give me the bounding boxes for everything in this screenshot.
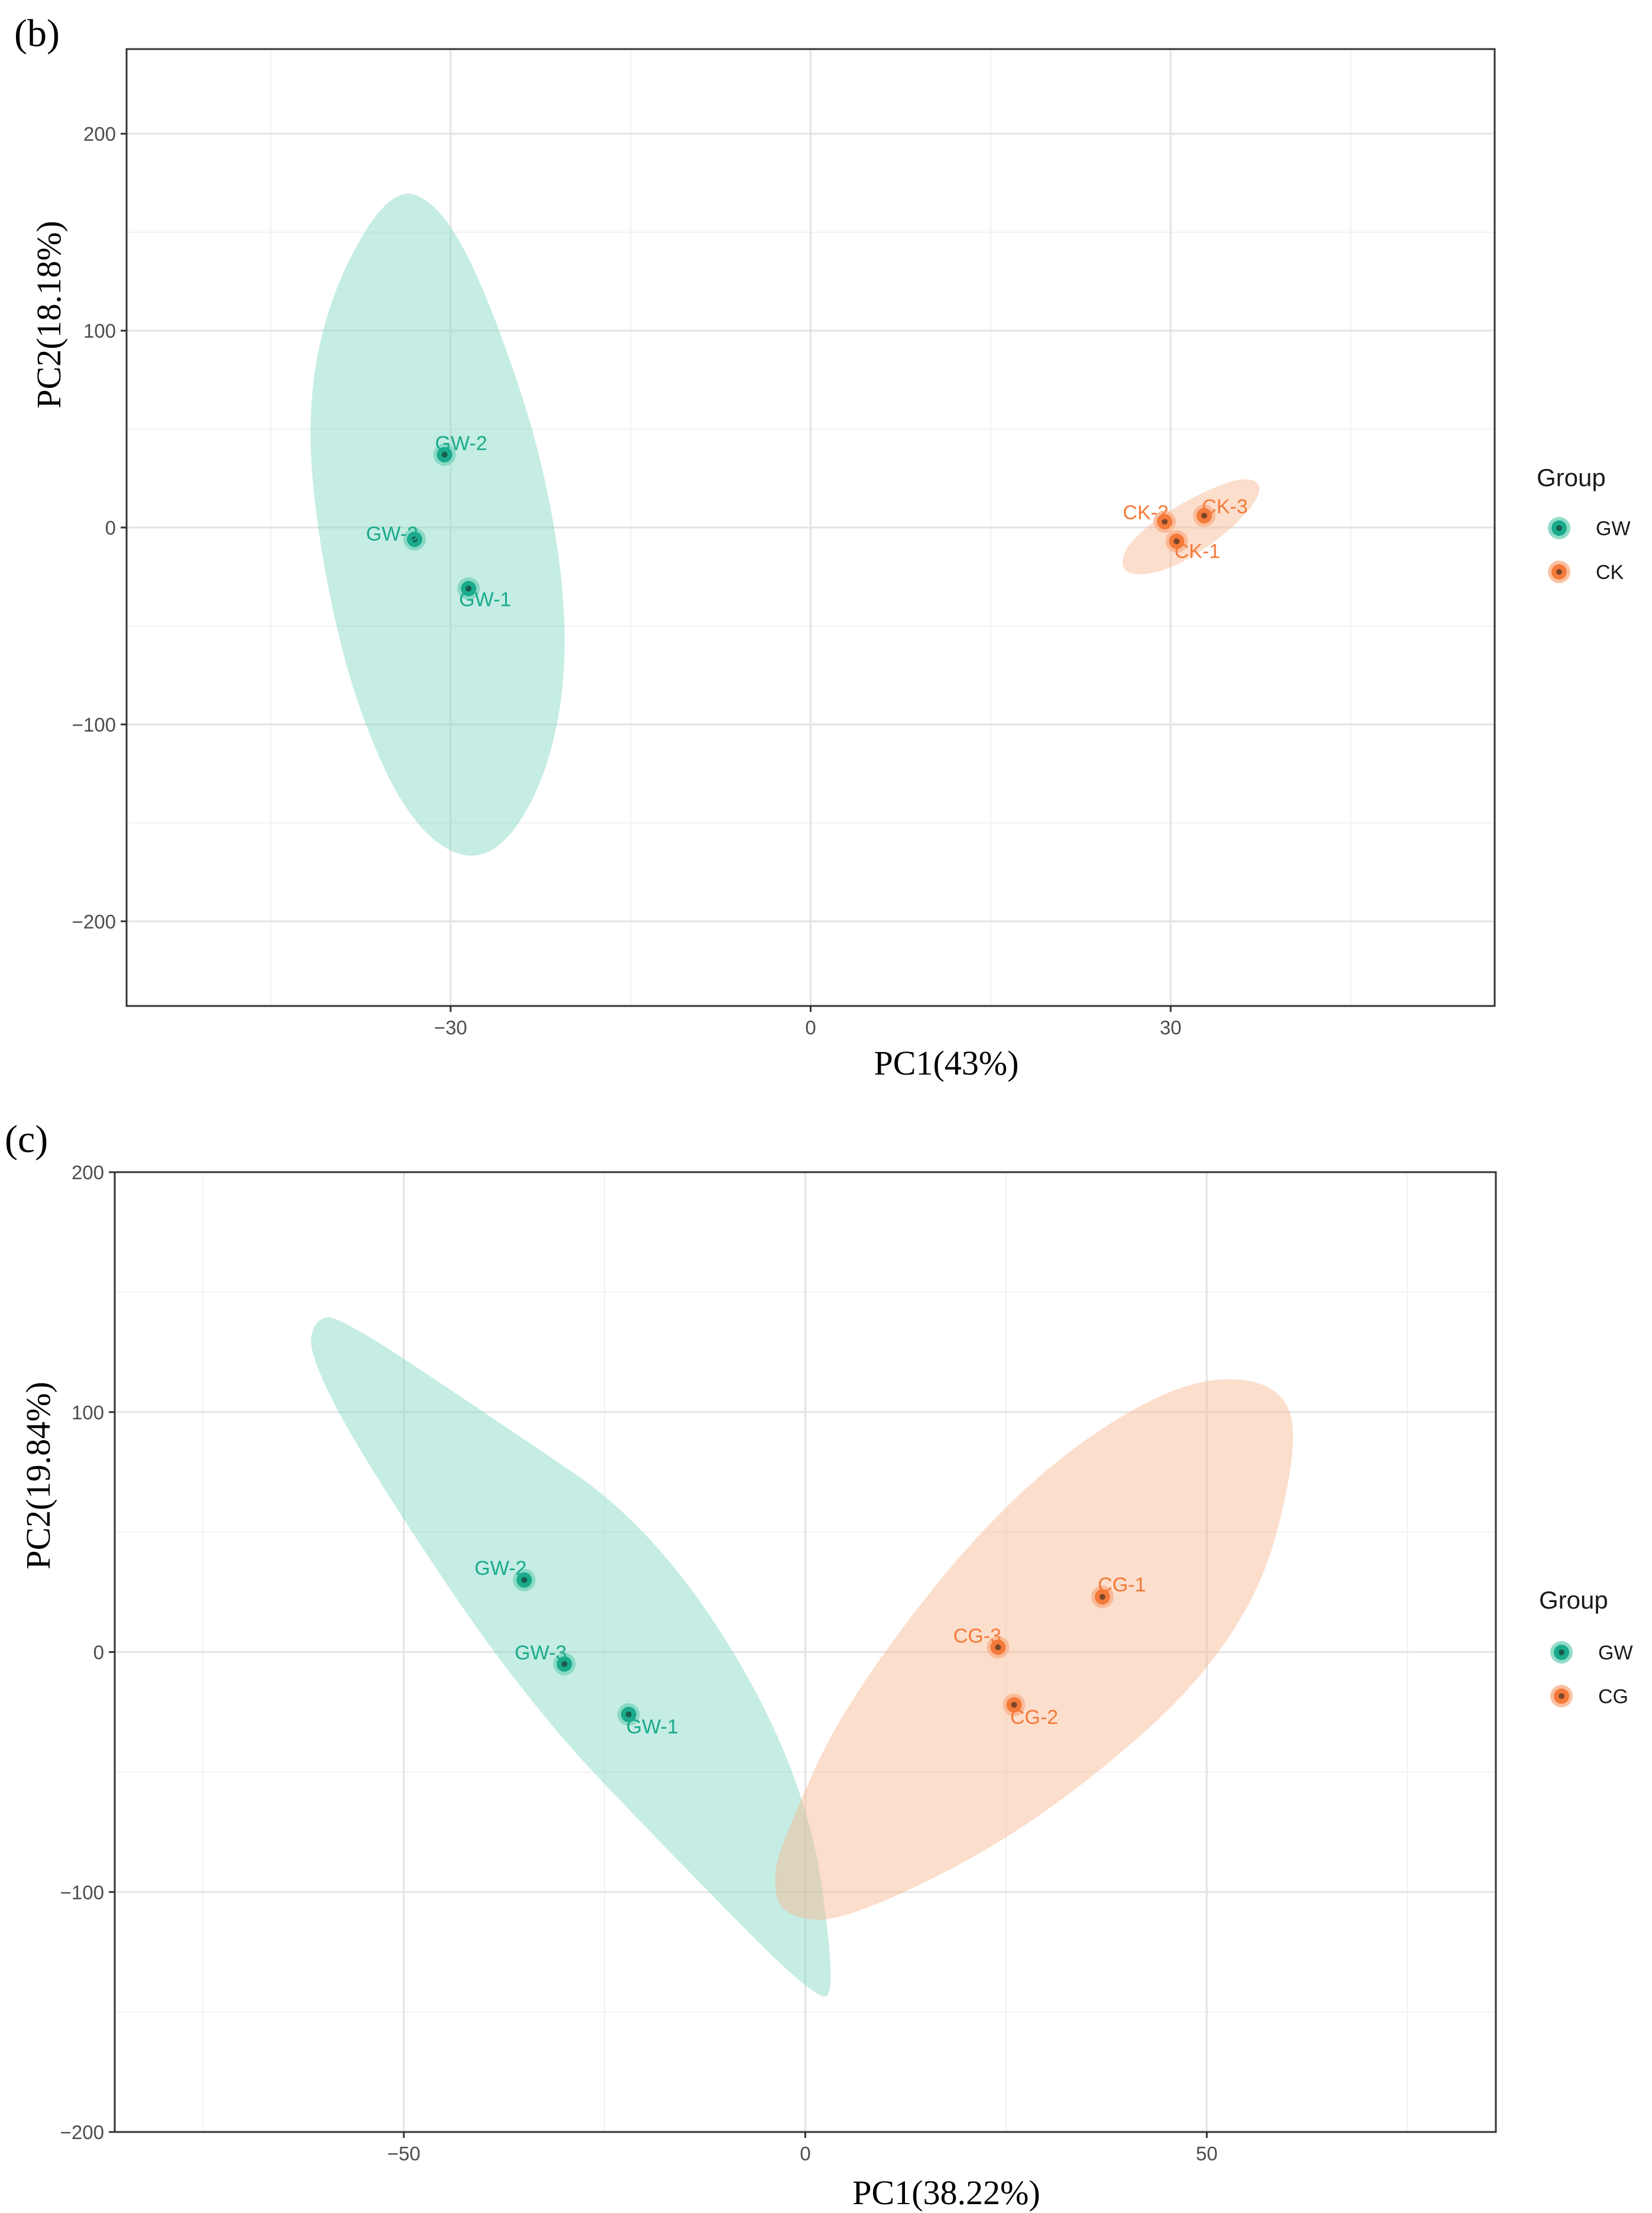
panel-b-pca-plot: (b) GW-2 GW-3 GW-1 CK-2 CK-3 CK-1 −30 0 30 −200… bbox=[14, 12, 1631, 1082]
point-label-gw-1: GW-1 bbox=[626, 1716, 678, 1738]
point-gw-3 bbox=[553, 1652, 576, 1675]
point-gw-2 bbox=[513, 1568, 536, 1591]
point-label-ck-3: CK-3 bbox=[1202, 496, 1247, 518]
panel-b-legend: Group GW CK bbox=[1537, 464, 1631, 584]
panel-b-major-grid bbox=[127, 49, 1495, 1006]
y-tick-label: 100 bbox=[72, 1402, 104, 1423]
panel-c-ellipses bbox=[311, 1317, 1293, 1997]
point-label-gw-2: GW-2 bbox=[474, 1557, 526, 1580]
panel-c-label: (c) bbox=[5, 1118, 48, 1161]
x-tick-label: 30 bbox=[1160, 1017, 1182, 1038]
panel-b-label: (b) bbox=[14, 12, 60, 55]
point-cg-1 bbox=[1091, 1586, 1114, 1609]
point-ck-1 bbox=[1165, 530, 1188, 553]
y-tick-label: 0 bbox=[93, 1642, 104, 1664]
panel-c-legend-title: Group bbox=[1539, 1586, 1608, 1614]
panel-b-ellipses bbox=[311, 193, 1260, 856]
panel-b-x-ticks: −30 0 30 bbox=[434, 1006, 1182, 1038]
y-tick-label: 200 bbox=[72, 1161, 104, 1183]
comparison-confidence-ellipse bbox=[1123, 479, 1260, 575]
panel-b-point-labels: GW-2 GW-3 GW-1 CK-2 CK-3 CK-1 bbox=[366, 432, 1248, 611]
comparison-confidence-ellipse bbox=[775, 1379, 1293, 1920]
y-tick-label: −100 bbox=[60, 1881, 104, 1903]
y-tick-label: 0 bbox=[105, 517, 116, 539]
x-tick-label: 0 bbox=[800, 2143, 810, 2165]
point-label-cg-1: CG-1 bbox=[1098, 1574, 1146, 1596]
y-tick-label: 100 bbox=[83, 320, 116, 342]
panel-c-legend: Group GW CG bbox=[1539, 1586, 1633, 1708]
y-tick-label: −100 bbox=[72, 714, 116, 736]
panel-b-legend-title: Group bbox=[1537, 464, 1606, 491]
y-tick-label: 200 bbox=[83, 123, 116, 145]
panel-c-major-grid bbox=[115, 1172, 1496, 2132]
panel-b-y-axis-title: PC2(18.18%) bbox=[30, 221, 68, 408]
panel-c-y-ticks: −200 −100 0 100 200 bbox=[60, 1161, 115, 2143]
panel-c-point-labels: GW-2 GW-3 GW-1 CG-1 CG-3 CG-2 bbox=[474, 1557, 1146, 1738]
y-tick-label: −200 bbox=[72, 911, 116, 933]
legend-item-cg: CG bbox=[1550, 1685, 1628, 1708]
panel-c-x-ticks: −50 0 50 bbox=[387, 2132, 1218, 2165]
x-tick-label: −30 bbox=[434, 1017, 467, 1038]
point-ck-2 bbox=[1153, 510, 1176, 533]
point-label-ck-1: CK-1 bbox=[1175, 540, 1220, 562]
y-tick-label: −200 bbox=[60, 2121, 104, 2143]
x-tick-label: 50 bbox=[1196, 2143, 1218, 2165]
point-gw-1 bbox=[617, 1703, 640, 1726]
point-label-ck-2: CK-2 bbox=[1123, 502, 1168, 524]
point-label-gw-1: GW-1 bbox=[459, 588, 511, 611]
point-label-gw-3: GW-3 bbox=[366, 523, 418, 545]
legend-item-gw: GW bbox=[1550, 1641, 1633, 1664]
legend-item-gw: GW bbox=[1548, 517, 1631, 540]
legend-label: CG bbox=[1598, 1685, 1628, 1708]
x-tick-label: −50 bbox=[387, 2143, 421, 2165]
point-cg-3 bbox=[987, 1636, 1010, 1659]
point-gw-3 bbox=[403, 528, 426, 551]
panel-c-y-axis-title: PC2(19.84%) bbox=[19, 1381, 57, 1569]
x-tick-label: 0 bbox=[805, 1017, 816, 1038]
gw-confidence-ellipse bbox=[311, 193, 565, 856]
panel-c-x-axis-title: PC1(38.22%) bbox=[852, 2173, 1040, 2212]
point-gw-2 bbox=[433, 443, 456, 466]
point-gw-1 bbox=[457, 577, 480, 600]
panel-c-pca-plot: (c) GW-2 GW-3 GW-1 CG-1 CG-3 CG-2 −50 0 50 −200… bbox=[5, 1118, 1633, 2212]
point-label-gw-3: GW-3 bbox=[515, 1642, 567, 1664]
legend-label: GW bbox=[1598, 1642, 1633, 1664]
point-label-cg-3: CG-3 bbox=[953, 1625, 1001, 1647]
legend-item-ck: CK bbox=[1548, 561, 1624, 584]
point-label-cg-2: CG-2 bbox=[1010, 1706, 1058, 1729]
legend-label: CK bbox=[1596, 561, 1624, 584]
point-cg-2 bbox=[1003, 1693, 1026, 1716]
point-label-gw-2: GW-2 bbox=[435, 432, 487, 455]
panel-b-y-ticks: −200 −100 0 100 200 bbox=[72, 123, 127, 933]
panel-b-points bbox=[403, 443, 1215, 600]
panel-c-points bbox=[513, 1568, 1114, 1726]
legend-label: GW bbox=[1596, 517, 1631, 540]
panel-b-x-axis-title: PC1(43%) bbox=[874, 1044, 1019, 1082]
point-ck-3 bbox=[1192, 504, 1215, 528]
